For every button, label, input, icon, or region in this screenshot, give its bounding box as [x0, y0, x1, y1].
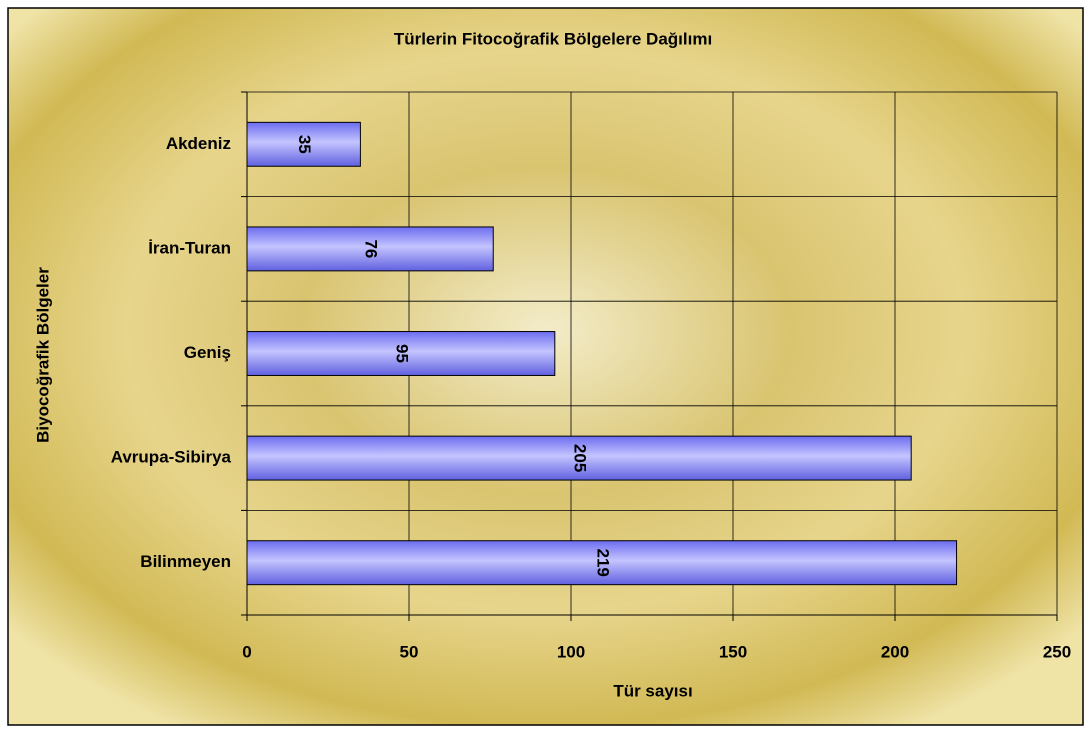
x-tick-label: 150	[719, 642, 747, 661]
x-tick-label: 200	[881, 642, 909, 661]
data-label: 219	[593, 549, 612, 577]
x-axis-label: Tür sayısı	[613, 681, 692, 700]
bar	[246, 226, 494, 272]
x-tick-label: 100	[557, 642, 585, 661]
y-tick-label: Bilinmeyen	[140, 552, 231, 571]
y-axis-label: Biyocoğrafik Bölgeler	[33, 267, 52, 443]
y-tick-label: Akdeniz	[166, 134, 231, 153]
x-tick-label: 0	[242, 642, 251, 661]
data-label: 76	[362, 239, 381, 258]
bar	[246, 435, 912, 481]
bar	[246, 540, 958, 586]
chart-title: Türlerin Fitocoğrafik Bölgelere Dağılımı	[394, 29, 712, 48]
bar	[246, 331, 556, 376]
x-tick-label: 250	[1043, 642, 1071, 661]
bar	[246, 121, 361, 167]
y-tick-label: Avrupa-Sibirya	[111, 448, 232, 467]
x-tick-label: 50	[400, 642, 419, 661]
y-tick-label: Geniş	[184, 343, 231, 362]
y-tick-label: İran-Turan	[148, 238, 231, 257]
data-label: 95	[392, 344, 411, 363]
data-label: 205	[571, 444, 590, 472]
data-label: 35	[295, 135, 314, 154]
